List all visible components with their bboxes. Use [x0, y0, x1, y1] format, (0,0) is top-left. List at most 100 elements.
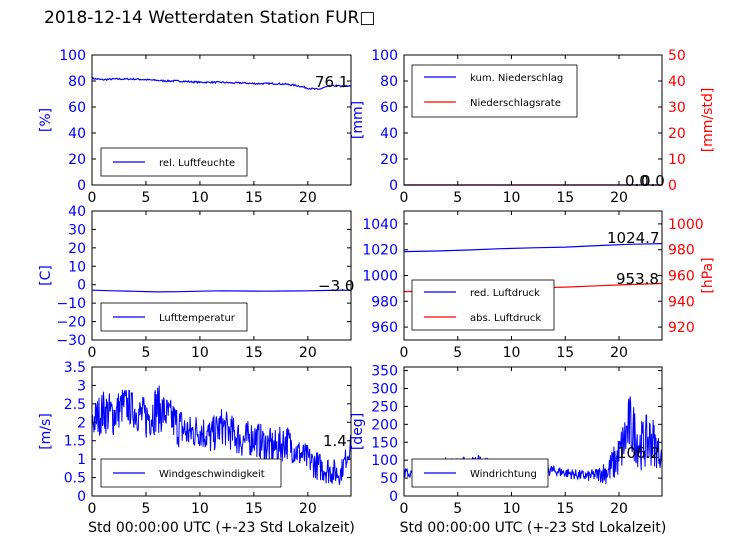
winddir-y-tick-label: 50: [380, 471, 398, 487]
windspeed-x-axis-label: Std 00:00:00 UTC (+-23 Std Lokalzeit): [88, 520, 355, 536]
humidity-y-tick-label: 80: [68, 74, 86, 90]
pressure-y-tick-label: 1020: [362, 243, 398, 259]
humidity-series-line-0: [91, 76, 352, 90]
winddir-y-tick-label: 350: [371, 364, 398, 380]
temperature-x-tick-label: 15: [245, 345, 263, 361]
temperature-legend-label: Lufttemperatur: [159, 313, 236, 324]
humidity-x-tick-label: 10: [191, 190, 209, 206]
precip-y-right-axis-label: [mm/std]: [700, 88, 716, 153]
windspeed-y-axis-label: [m/s]: [38, 413, 54, 450]
precip-y-right-tick-label: 50: [668, 48, 686, 64]
temperature-series-line-0: [91, 289, 352, 293]
pressure-x-tick-label: 5: [453, 345, 462, 361]
windspeed-plot-frame: [91, 366, 352, 497]
pressure-x-tick-label: 20: [610, 345, 628, 361]
humidity-last-value-label: 76.1: [315, 73, 348, 91]
winddir-y-tick-label: 300: [371, 382, 398, 398]
pressure-legend-box: [411, 279, 555, 331]
precip-x-tick-label: 0: [400, 190, 409, 206]
windspeed-y-tick-label: 1: [77, 452, 86, 468]
precip-x-tick-label: 20: [610, 190, 628, 206]
precip-x-tick-label: 5: [453, 190, 462, 206]
winddir-x-tick-label: 10: [503, 501, 521, 517]
pressure-y-tick-label: 980: [371, 294, 398, 310]
precip-y-right-tick-label: 0: [668, 178, 677, 194]
windspeed-y-tick-label: 2: [77, 415, 86, 431]
pressure-last-value-label-right: 953.8: [616, 270, 659, 288]
precip-y-tick-label: 20: [380, 152, 398, 168]
winddir-y-tick-label: 100: [371, 453, 398, 469]
temperature-y-tick-label: 10: [68, 259, 86, 275]
precip-y-axis-label: [mm]: [350, 101, 366, 139]
humidity-x-tick-label: 20: [299, 190, 317, 206]
winddir-x-tick-label: 20: [610, 501, 628, 517]
precip-plot-frame: [403, 54, 663, 186]
winddir-y-tick-label: 0: [389, 489, 398, 505]
winddir-x-tick-label: 5: [453, 501, 462, 517]
windspeed-legend-label: Windgeschwindigkeit: [159, 469, 265, 480]
humidity-x-tick-label: 5: [141, 190, 150, 206]
temperature-y-tick-label: −20: [56, 315, 86, 331]
humidity-x-tick-label: 15: [245, 190, 263, 206]
precip-y-tick-label: 80: [380, 74, 398, 90]
precip-last-value-label-right: 0.0: [641, 172, 665, 190]
temperature-y-tick-label: 0: [77, 278, 86, 294]
pressure-y-right-tick-label: 1000: [668, 217, 704, 233]
pressure-y-tick-label: 1040: [362, 217, 398, 233]
windspeed-y-tick-label: 0: [77, 489, 86, 505]
pressure-series-line-0: [403, 243, 663, 253]
windspeed-x-tick-label: 0: [88, 501, 97, 517]
windspeed-y-tick-label: 1.5: [64, 434, 86, 450]
windspeed-series-line-0: [91, 385, 352, 485]
temperature-y-tick-label: 40: [68, 204, 86, 220]
windspeed-x-tick-label: 10: [191, 501, 209, 517]
pressure-y-tick-label: 960: [371, 320, 398, 336]
humidity-y-tick-label: 60: [68, 100, 86, 116]
pressure-y-right-tick-label: 960: [668, 269, 695, 285]
winddir-y-axis-label: [deg]: [350, 413, 366, 450]
precip-y-tick-label: 40: [380, 126, 398, 142]
temperature-x-tick-label: 20: [299, 345, 317, 361]
precip-legend-box: [411, 64, 578, 118]
temperature-y-axis-label: [C]: [38, 265, 54, 286]
precip-y-tick-label: 60: [380, 100, 398, 116]
humidity-legend-label: rel. Luftfeuchte: [159, 158, 235, 169]
windspeed-y-tick-label: 2.5: [64, 397, 86, 413]
humidity-y-tick-label: 0: [77, 178, 86, 194]
pressure-x-tick-label: 0: [400, 345, 409, 361]
windspeed-y-tick-label: 3: [77, 378, 86, 394]
figure-title: 2018-12-14 Wetterdaten Station FUR□: [44, 8, 376, 28]
windspeed-last-value-label: 1.4: [323, 432, 347, 450]
precip-x-tick-label: 10: [503, 190, 521, 206]
precip-x-tick-label: 15: [556, 190, 574, 206]
winddir-y-tick-label: 150: [371, 435, 398, 451]
temperature-last-value-label: −3.0: [318, 277, 354, 295]
temperature-x-tick-label: 10: [191, 345, 209, 361]
pressure-x-tick-label: 10: [503, 345, 521, 361]
winddir-x-axis-label: Std 00:00:00 UTC (+-23 Std Lokalzeit): [400, 520, 667, 536]
precip-y-right-tick-label: 40: [668, 74, 686, 90]
temperature-x-tick-label: 0: [88, 345, 97, 361]
winddir-plot-frame: [403, 366, 663, 497]
precip-y-tick-label: 100: [371, 48, 398, 64]
temperature-y-tick-label: −10: [56, 296, 86, 312]
winddir-y-tick-label: 250: [371, 399, 398, 415]
winddir-y-tick-label: 200: [371, 417, 398, 433]
humidity-y-tick-label: 20: [68, 152, 86, 168]
winddir-x-tick-label: 15: [556, 501, 574, 517]
windspeed-x-tick-label: 5: [141, 501, 150, 517]
humidity-x-tick-label: 0: [88, 190, 97, 206]
precip-last-value-label: 0.0: [625, 172, 649, 190]
pressure-x-tick-label: 15: [556, 345, 574, 361]
winddir-x-tick-label: 0: [400, 501, 409, 517]
temperature-y-tick-label: −30: [56, 333, 86, 349]
precip-y-tick-label: 0: [389, 178, 398, 194]
pressure-y-right-tick-label: 920: [668, 320, 695, 336]
temperature-y-tick-label: 20: [68, 241, 86, 257]
pressure-y-right-tick-label: 940: [668, 294, 695, 310]
humidity-y-tick-label: 100: [59, 48, 86, 64]
pressure-legend-label: red. Luftdruck: [470, 288, 540, 299]
temperature-x-tick-label: 5: [141, 345, 150, 361]
pressure-y-right-axis-label: [hPa]: [700, 257, 716, 293]
